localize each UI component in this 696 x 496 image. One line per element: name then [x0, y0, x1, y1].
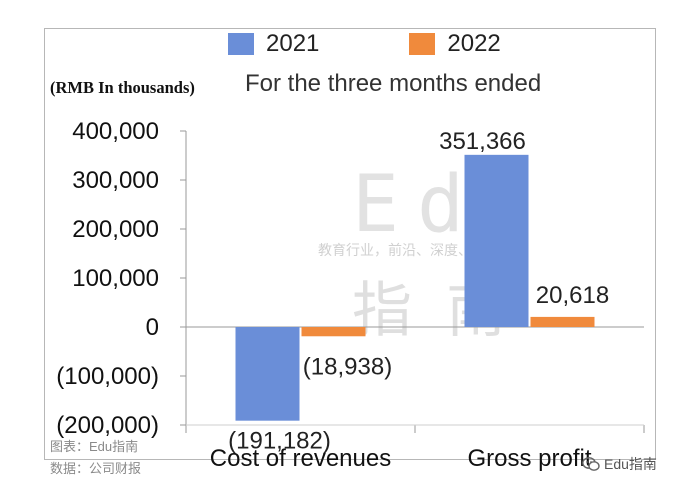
y-tick-label: 0: [146, 314, 159, 341]
legend-label-2022: 2022: [447, 30, 501, 57]
category-label: Gross profit: [467, 445, 591, 472]
legend-label-2021: 2021: [266, 30, 320, 57]
brand-badge: Edu指南: [582, 454, 657, 474]
y-tick-label: 100,000: [72, 265, 159, 292]
bar-2022-1: [530, 316, 595, 327]
data-label-2021-0: (191,182): [228, 428, 331, 455]
legend-item-2021: 2021: [228, 30, 319, 58]
source-chart-credit: 图表：Edu指南: [50, 439, 139, 454]
y-tick-label: 200,000: [72, 216, 159, 243]
y-tick-label: 400,000: [72, 118, 159, 145]
unit-label: (RMB In thousands): [50, 78, 195, 97]
legend-swatch-2021: [228, 33, 254, 55]
chart-frame: [44, 28, 656, 460]
data-label-2022-0: (18,938): [303, 353, 392, 380]
brand-label: Edu指南: [604, 456, 657, 472]
data-label-2022-1: 20,618: [536, 282, 609, 309]
bar-2021-1: [464, 154, 529, 327]
legend: 2021 2022: [228, 30, 591, 58]
watermark-tagline: 教育行业，前沿、深度、独家: [318, 242, 500, 258]
category-label: Cost of revenues: [210, 445, 391, 472]
legend-swatch-2022: [409, 33, 436, 55]
y-tick-label: (100,000): [56, 363, 159, 390]
legend-item-2022: 2022: [409, 30, 501, 58]
data-label-2021-1: 351,366: [439, 128, 526, 155]
bar-2022-0: [301, 327, 366, 337]
wechat-icon: [582, 457, 600, 471]
source-data-credit: 数据：公司财报: [50, 461, 142, 476]
chart-subtitle: For the three months ended: [245, 70, 542, 97]
bar-2021-0: [235, 327, 300, 421]
y-tick-label: 300,000: [72, 167, 159, 194]
y-tick-label: (200,000): [56, 412, 159, 439]
